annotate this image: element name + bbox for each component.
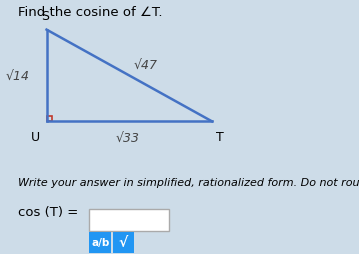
Text: a/b: a/b [91, 237, 109, 247]
Text: cos (T) =: cos (T) = [18, 206, 78, 218]
Text: Write your answer in simplified, rationalized form. Do not round.: Write your answer in simplified, rationa… [18, 178, 359, 188]
Text: √33: √33 [116, 131, 140, 144]
FancyBboxPatch shape [112, 232, 135, 253]
Bar [47, 116, 52, 122]
FancyBboxPatch shape [89, 232, 111, 253]
Text: √47: √47 [133, 58, 157, 71]
Text: √: √ [119, 235, 128, 249]
FancyBboxPatch shape [89, 209, 169, 231]
Text: S: S [41, 10, 49, 23]
Text: Find the cosine of ∠T.: Find the cosine of ∠T. [18, 6, 163, 19]
Text: U: U [31, 131, 40, 144]
Text: T: T [216, 131, 224, 144]
Text: √14: √14 [6, 70, 30, 83]
